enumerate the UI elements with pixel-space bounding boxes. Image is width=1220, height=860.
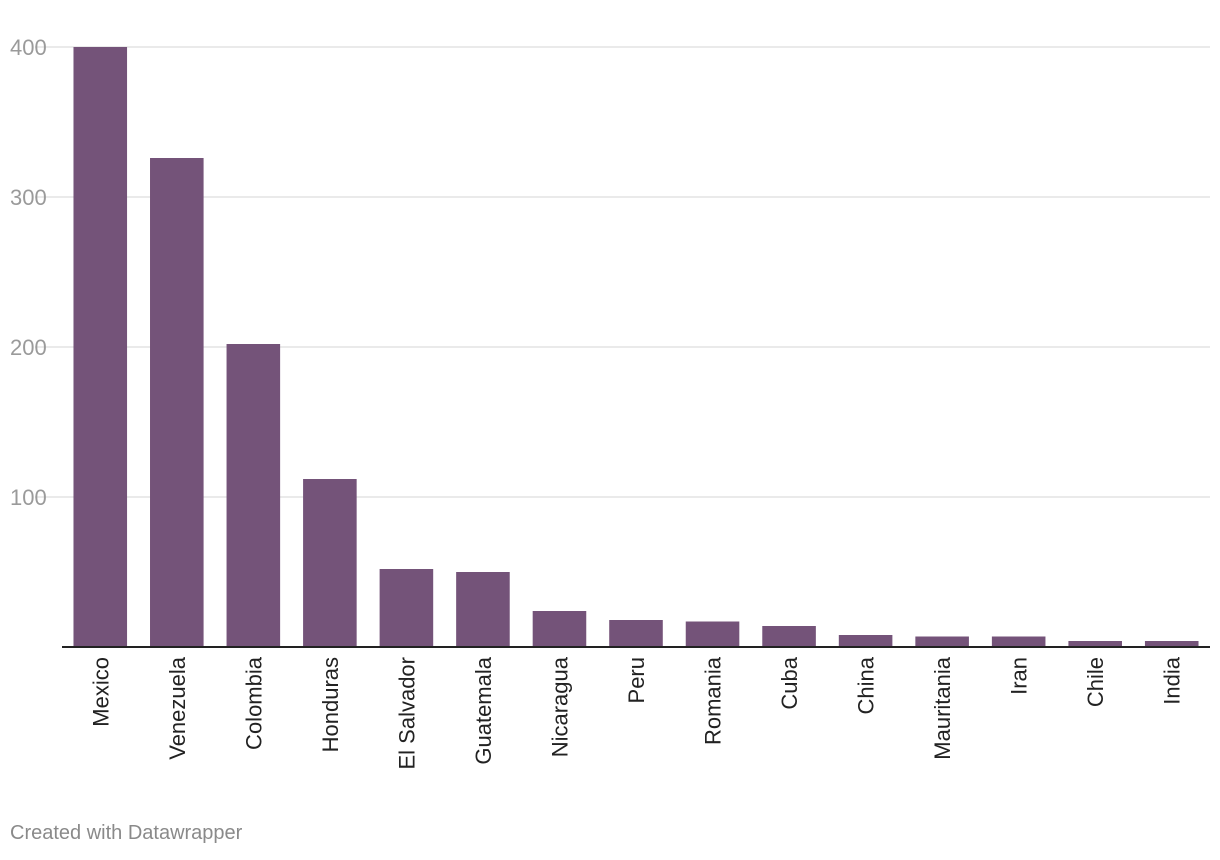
bar-nicaragua [532, 611, 587, 647]
bar-venezuela [150, 158, 204, 647]
x-tick-label: Mauritania [930, 656, 955, 759]
gridlines [35, 46, 1210, 498]
y-tick-label: 300 [10, 185, 47, 210]
bar-mexico [73, 47, 128, 647]
x-axis: Mexico Venezuela Colombia Honduras El Salvad… [88, 656, 1184, 769]
bar-peru [609, 620, 663, 647]
x-tick-label: Romania [701, 656, 726, 745]
bar-colombia [226, 344, 281, 647]
bar-india [1144, 641, 1199, 647]
bar-mauritania [915, 636, 969, 647]
x-tick-label: Nicaragua [547, 656, 572, 757]
y-tick-label: 100 [10, 485, 47, 510]
x-tick-label: Peru [624, 657, 649, 703]
bar-guatemala [456, 572, 510, 647]
bar-el-salvador [379, 569, 434, 647]
bar-chile [1068, 641, 1122, 647]
x-tick-label: China [854, 656, 879, 714]
x-tick-label: Chile [1083, 657, 1108, 707]
x-tick-label: Iran [1007, 657, 1032, 695]
credit-text: Created with Datawrapper [10, 822, 243, 844]
bar-china [838, 635, 893, 647]
bars [73, 47, 1199, 647]
y-tick-label: 400 [10, 35, 47, 60]
bar-iran [991, 636, 1046, 647]
x-tick-label: Venezuela [165, 656, 190, 760]
x-tick-label: El Salvador [394, 657, 419, 770]
x-tick-label: Mexico [88, 657, 113, 727]
x-tick-label: Cuba [777, 656, 802, 709]
bar-cuba [762, 626, 816, 647]
x-tick-label: India [1160, 656, 1185, 704]
bar-honduras [303, 479, 357, 647]
y-tick-label: 200 [10, 335, 47, 360]
x-tick-label: Honduras [318, 657, 343, 752]
x-tick-label: Colombia [241, 656, 266, 750]
y-axis: 100 200 300 400 [10, 35, 47, 510]
bar-romania [685, 621, 740, 647]
x-tick-label: Guatemala [471, 656, 496, 764]
